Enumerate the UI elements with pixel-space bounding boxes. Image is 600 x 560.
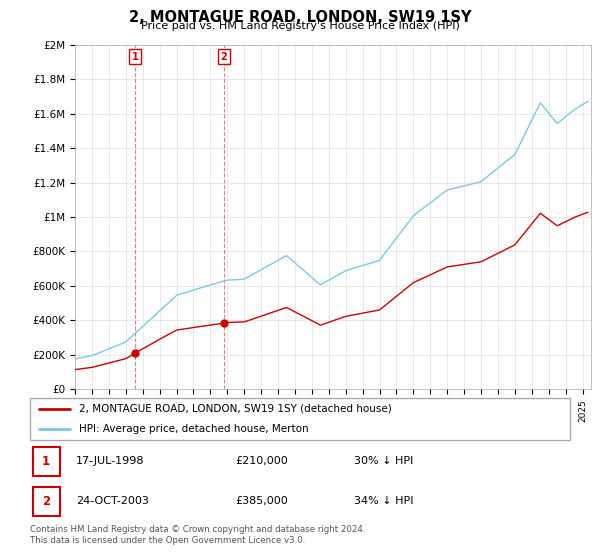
Text: £210,000: £210,000 <box>235 456 288 466</box>
Text: HPI: Average price, detached house, Merton: HPI: Average price, detached house, Mert… <box>79 424 308 433</box>
Text: 24-OCT-2003: 24-OCT-2003 <box>76 496 149 506</box>
Text: 30% ↓ HPI: 30% ↓ HPI <box>354 456 413 466</box>
FancyBboxPatch shape <box>33 487 60 516</box>
Text: Price paid vs. HM Land Registry's House Price Index (HPI): Price paid vs. HM Land Registry's House … <box>140 21 460 31</box>
Text: 1: 1 <box>131 52 138 62</box>
Text: 17-JUL-1998: 17-JUL-1998 <box>76 456 145 466</box>
FancyBboxPatch shape <box>33 447 60 475</box>
Text: 34% ↓ HPI: 34% ↓ HPI <box>354 496 413 506</box>
Text: 2: 2 <box>42 495 50 508</box>
Text: 2, MONTAGUE ROAD, LONDON, SW19 1SY (detached house): 2, MONTAGUE ROAD, LONDON, SW19 1SY (deta… <box>79 404 391 413</box>
Text: Contains HM Land Registry data © Crown copyright and database right 2024.
This d: Contains HM Land Registry data © Crown c… <box>30 525 365 545</box>
Text: 1: 1 <box>42 455 50 468</box>
Text: £385,000: £385,000 <box>235 496 288 506</box>
FancyBboxPatch shape <box>30 398 570 440</box>
Text: 2, MONTAGUE ROAD, LONDON, SW19 1SY: 2, MONTAGUE ROAD, LONDON, SW19 1SY <box>129 10 471 25</box>
Text: 2: 2 <box>221 52 227 62</box>
